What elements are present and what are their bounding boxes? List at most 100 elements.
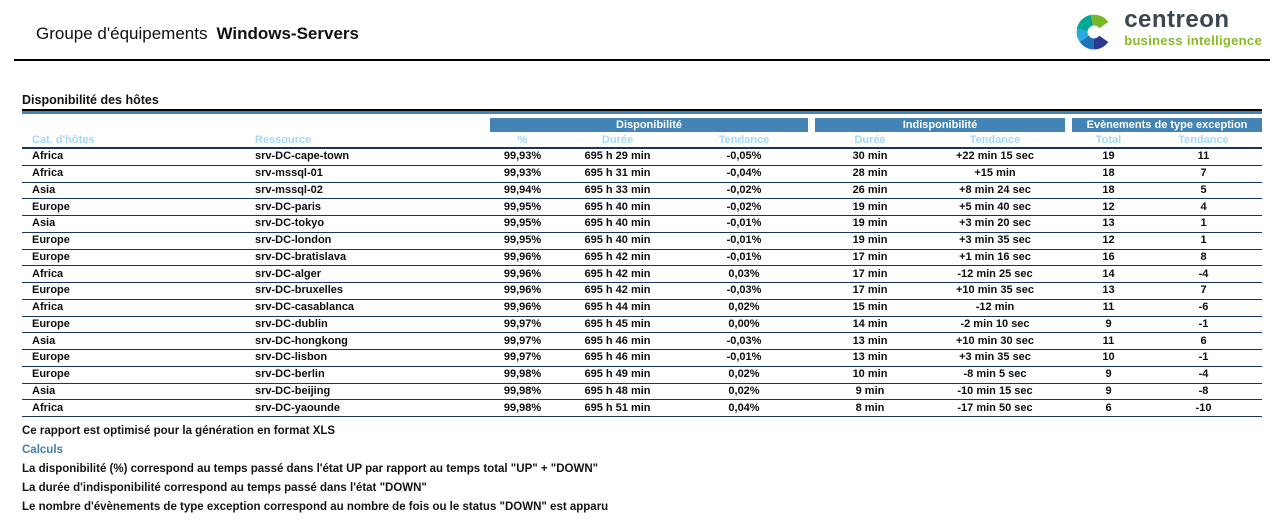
table-row: Africa srv-DC-cape-town 99,93% 695 h 29 min… (22, 149, 1262, 166)
cell-dispo-pct: 99,97% (503, 334, 542, 347)
cell-cat-hotes: Europe (32, 368, 70, 381)
centreon-logo-icon (1076, 14, 1109, 50)
cell-evt-total: 16 (1102, 250, 1115, 263)
table-row: Africa srv-DC-alger 99,96% 695 h 42 min 0,03… (22, 266, 1262, 283)
cell-dispo-duree: 695 h 46 min (584, 351, 651, 364)
cell-ressource: srv-DC-alger (255, 267, 322, 280)
cell-indispo-tendance: -12 min 25 sec (957, 267, 1033, 280)
cell-evt-total: 11 (1102, 334, 1115, 347)
column-header-indispo-duree: Durée (854, 133, 886, 146)
cell-evt-tendance: 7 (1200, 284, 1207, 297)
cell-indispo-duree: 17 min (852, 250, 888, 263)
cell-evt-total: 6 (1105, 401, 1112, 414)
cell-dispo-duree: 695 h 40 min (584, 234, 651, 247)
cell-evt-tendance: 11 (1197, 150, 1210, 163)
cell-dispo-tendance: -0,04% (726, 167, 762, 180)
cell-dispo-pct: 99,98% (503, 384, 542, 397)
group-header-indisponibilite: Indisponibilité (815, 118, 1065, 132)
column-header-indispo-tendance: Tendance (969, 133, 1021, 146)
cell-indispo-tendance: -8 min 5 sec (963, 368, 1027, 381)
cell-cat-hotes: Asia (32, 384, 56, 397)
column-header-ressource: Ressource (255, 133, 312, 146)
cell-ressource: srv-mssql-01 (255, 167, 323, 180)
cell-ressource: srv-DC-lisbon (255, 351, 328, 364)
cell-evt-tendance: 5 (1200, 183, 1207, 196)
cell-dispo-duree: 695 h 51 min (584, 401, 651, 414)
cell-dispo-duree: 695 h 33 min (584, 183, 651, 196)
table-row: Africa srv-DC-yaounde 99,98% 695 h 51 min 0,… (22, 400, 1262, 417)
cell-evt-total: 12 (1102, 234, 1115, 247)
cell-dispo-pct: 99,95% (503, 234, 542, 247)
cell-dispo-tendance: 0,02% (728, 368, 760, 381)
logo-tagline-text: business intelligence (1124, 33, 1262, 48)
cell-dispo-duree: 695 h 40 min (584, 200, 651, 213)
cell-evt-tendance: -6 (1198, 301, 1209, 314)
cell-indispo-tendance: -17 min 50 sec (957, 401, 1033, 414)
cell-indispo-duree: 9 min (855, 384, 885, 397)
cell-cat-hotes: Africa (32, 167, 64, 180)
centreon-logo: centreon business intelligence (1072, 8, 1262, 54)
cell-indispo-duree: 10 min (852, 368, 888, 381)
cell-cat-hotes: Europe (32, 351, 70, 364)
cell-dispo-duree: 695 h 48 min (584, 384, 651, 397)
cell-dispo-tendance: -0,05% (726, 150, 762, 163)
cell-dispo-tendance: -0,02% (726, 200, 762, 213)
cell-dispo-duree: 695 h 42 min (584, 267, 651, 280)
cell-indispo-duree: 28 min (852, 167, 888, 180)
table-row: Europe srv-DC-bruxelles 99,96% 695 h 42 min… (22, 283, 1262, 300)
cell-indispo-duree: 19 min (852, 217, 888, 230)
table-row: Europe srv-DC-berlin 99,98% 695 h 49 min 0,0… (22, 367, 1262, 384)
cell-evt-total: 14 (1102, 267, 1115, 280)
cell-cat-hotes: Europe (32, 234, 70, 247)
cell-cat-hotes: Europe (32, 250, 70, 263)
cell-indispo-duree: 26 min (852, 183, 888, 196)
cell-evt-tendance: 8 (1200, 250, 1207, 263)
cell-evt-total: 13 (1102, 217, 1115, 230)
cell-indispo-duree: 19 min (852, 200, 888, 213)
table-group-header-row: Disponibilité Indisponibilité Evènements… (22, 118, 1262, 132)
cell-dispo-tendance: -0,02% (726, 183, 762, 196)
column-header-dispo-tendance: Tendance (718, 133, 770, 146)
cell-dispo-pct: 99,93% (503, 167, 542, 180)
table-column-header-row: Cat. d'hôtes Ressource % Durée Tendance … (22, 132, 1262, 149)
cell-cat-hotes: Europe (32, 317, 70, 330)
cell-cat-hotes: Asia (32, 334, 56, 347)
cell-ressource: srv-mssql-02 (255, 183, 323, 196)
cell-dispo-duree: 695 h 42 min (584, 284, 651, 297)
column-header-dispo-pct: % (517, 133, 528, 146)
cell-evt-total: 19 (1102, 150, 1115, 163)
logo-brand-text: centreon (1124, 6, 1230, 33)
footnote-disponibilite: La disponibilité (%) correspond au temps… (22, 463, 599, 475)
cell-ressource: srv-DC-cape-town (255, 150, 350, 163)
cell-ressource: srv-DC-bratislava (255, 250, 347, 263)
cell-evt-total: 9 (1105, 384, 1112, 397)
cell-ressource: srv-DC-berlin (255, 368, 325, 381)
cell-dispo-pct: 99,97% (503, 317, 542, 330)
footnote-evenements: Le nombre d'évènements de type exception… (22, 501, 609, 513)
cell-dispo-tendance: -0,01% (726, 351, 762, 364)
cell-ressource: srv-DC-bruxelles (255, 284, 344, 297)
cell-evt-tendance: 7 (1200, 167, 1207, 180)
table-row: Europe srv-DC-bratislava 99,96% 695 h 42 mi… (22, 250, 1262, 267)
table-row: Africa srv-DC-casablanca 99,96% 695 h 44 mi… (22, 300, 1262, 317)
cell-evt-total: 11 (1102, 301, 1115, 314)
cell-dispo-tendance: 0,04% (728, 401, 760, 414)
cell-dispo-tendance: 0,03% (728, 267, 760, 280)
cell-indispo-tendance: +1 min 16 sec (959, 250, 1031, 263)
cell-dispo-pct: 99,95% (503, 200, 542, 213)
cell-evt-total: 9 (1105, 317, 1112, 330)
cell-ressource: srv-DC-tokyo (255, 217, 325, 230)
cell-indispo-tendance: +3 min 35 sec (959, 234, 1031, 247)
column-header-dispo-duree: Durée (601, 133, 634, 146)
cell-dispo-pct: 99,97% (503, 351, 542, 364)
cell-indispo-duree: 30 min (852, 150, 888, 163)
cell-evt-tendance: 1 (1200, 234, 1207, 247)
cell-dispo-tendance: -0,03% (726, 284, 762, 297)
cell-ressource: srv-DC-dublin (255, 317, 328, 330)
cell-ressource: srv-DC-beijing (255, 384, 331, 397)
table-row: Europe srv-DC-dublin 99,97% 695 h 45 min 0,0… (22, 317, 1262, 334)
cell-dispo-tendance: -0,03% (726, 334, 762, 347)
cell-indispo-duree: 14 min (852, 317, 888, 330)
cell-indispo-tendance: -2 min 10 sec (960, 317, 1030, 330)
cell-evt-total: 10 (1102, 351, 1115, 364)
